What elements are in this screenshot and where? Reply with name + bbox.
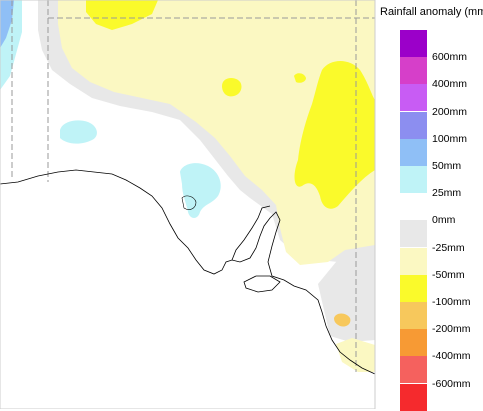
legend-label: 50mm (432, 160, 462, 172)
anomaly-zone-minus200-dot (334, 313, 351, 327)
legend-label: 0mm (432, 214, 456, 227)
anomaly-zone-minus100-north (86, 0, 158, 30)
kangaroo-island (243, 275, 281, 293)
anomaly-zone-minus100-northwest-dot (222, 78, 242, 97)
legend-swatch (400, 329, 427, 357)
legend-label: -25mm (432, 241, 465, 254)
map-frame (0, 0, 376, 409)
anomaly-zone-minus25-south (318, 248, 375, 342)
legend-label: 600mm (432, 51, 468, 64)
coastline-peninsula (231, 205, 271, 261)
anomaly-zone-minus100-east (294, 61, 375, 209)
legend-swatch (400, 30, 427, 57)
legend-label: 400mm (432, 78, 468, 91)
legend-label: 200mm (432, 105, 468, 118)
legend-swatch (400, 302, 427, 329)
legend-label: -600mm (432, 377, 471, 390)
map-region (0, 0, 376, 375)
legend-swatch (400, 111, 427, 139)
legend-swatch (400, 138, 427, 166)
legend-swatch (400, 166, 427, 193)
legend-swatch (400, 193, 427, 221)
legend-swatch (400, 274, 427, 302)
legend-label: -100mm (432, 296, 471, 308)
legend-swatch (400, 57, 427, 85)
legend-label: -400mm (432, 350, 471, 363)
legend-swatch (400, 247, 427, 275)
anomaly-zone-plus25-left-blob (60, 120, 97, 144)
legend-label: -50mm (432, 268, 465, 281)
anomaly-zone-plus25-central-blob (180, 163, 221, 218)
legend-swatch (400, 84, 427, 112)
legend-label: 100mm (432, 132, 468, 145)
legend-label: 25mm (432, 187, 462, 200)
legend-label: -200mm (432, 323, 471, 336)
inland-lake-outline (181, 195, 197, 210)
anomaly-zone-minus50 (58, 0, 375, 265)
anomaly-zone-plus50-topleft (0, 0, 14, 48)
legend-swatch (400, 220, 427, 248)
legend-swatch (400, 356, 427, 384)
anomaly-zone-minus100-small-dot (294, 73, 306, 83)
coastline (0, 169, 376, 375)
legend-title: Rainfall anomaly (mm) (380, 6, 483, 18)
legend-swatch (400, 383, 427, 411)
